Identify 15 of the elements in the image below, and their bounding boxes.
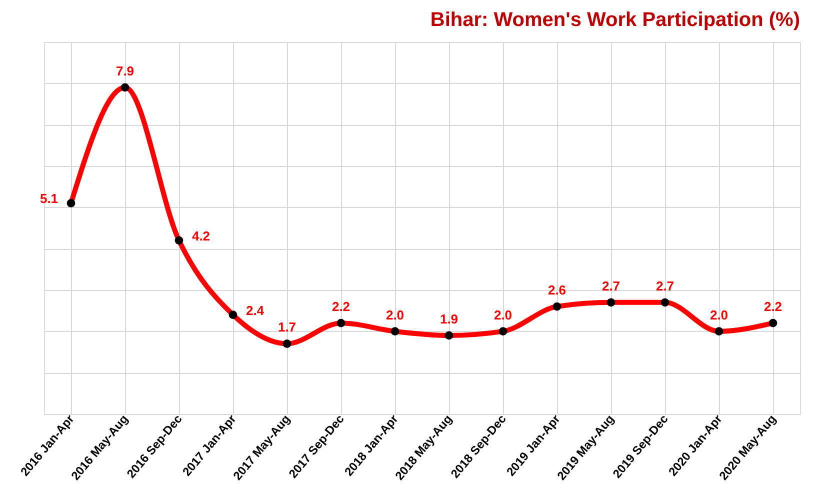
- chart-title: Bihar: Women's Work Participation (%): [430, 9, 800, 31]
- data-label: 2.2: [764, 299, 782, 314]
- data-label: 2.0: [710, 307, 728, 322]
- data-label: 2.2: [332, 299, 350, 314]
- data-label: 2.7: [602, 278, 620, 294]
- data-label: 1.7: [278, 320, 296, 335]
- data-label: 2.0: [494, 307, 512, 322]
- data-label: 2.0: [386, 307, 404, 322]
- data-label: 7.9: [116, 63, 134, 78]
- data-label: 2.7: [656, 278, 674, 294]
- data-label: 2.6: [548, 282, 566, 298]
- data-label: 4.2: [192, 228, 210, 244]
- data-label: 5.1: [40, 191, 58, 206]
- data-label: 1.9: [440, 311, 458, 326]
- data-label: 2.4: [246, 302, 265, 318]
